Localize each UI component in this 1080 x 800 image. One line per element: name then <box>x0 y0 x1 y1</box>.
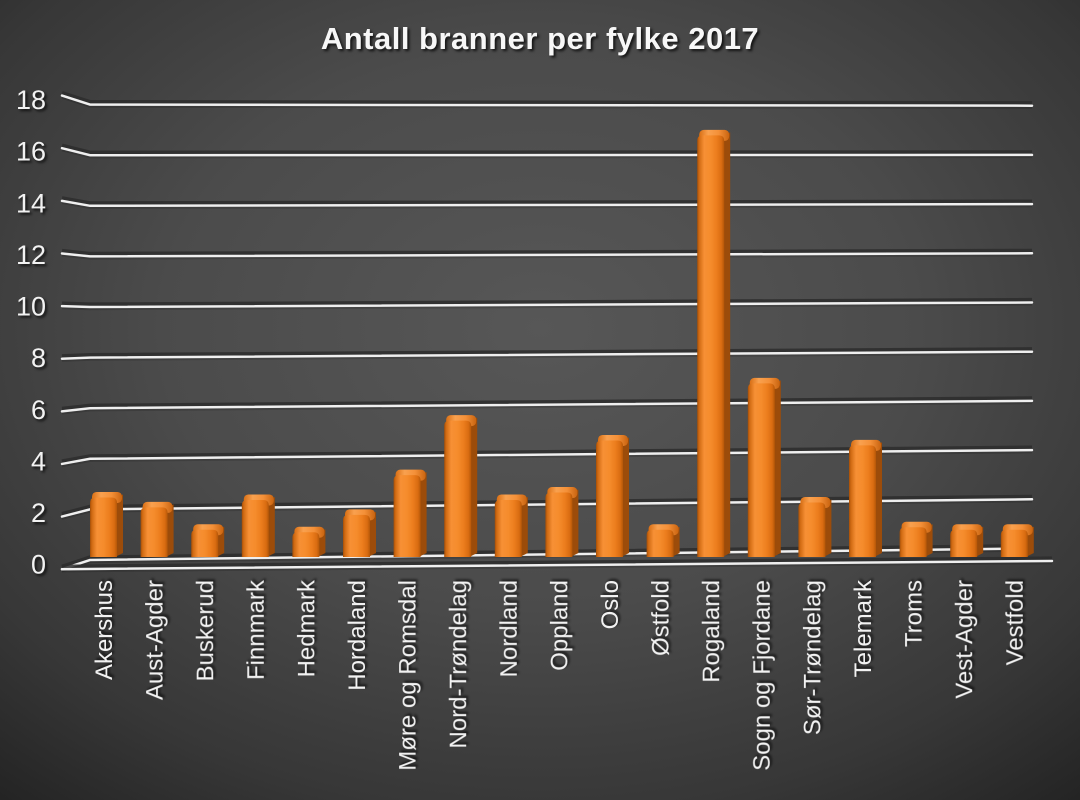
y-axis-tick-label: 6 <box>31 395 46 425</box>
x-axis-category-label-akershus: Akershus <box>91 580 118 680</box>
x-axis-category-label-hedmark: Hedmark <box>293 579 320 677</box>
x-axis-category-label-s-r-tr-ndelag: Sør-Trøndelag <box>799 580 826 735</box>
x-axis-category-label-vest-agder: Vest-Agder <box>951 580 978 699</box>
y-axis-tick-label: 14 <box>16 188 46 218</box>
bar-oppland <box>545 487 579 557</box>
y-axis-tick-label: 4 <box>31 446 46 476</box>
bar-nord-tr-ndelag <box>444 415 478 557</box>
x-axis-category-label-vestfold: Vestfold <box>1002 580 1029 665</box>
y-axis-tick-label: 18 <box>16 85 46 115</box>
x-axis-category-label-aust-agder: Aust-Agder <box>142 580 169 700</box>
x-axis-category-label-telemark: Telemark <box>850 579 877 677</box>
y-axis-tick-label: 0 <box>31 550 46 580</box>
y-axis-tick-label: 2 <box>31 498 46 528</box>
bar-front-face <box>241 499 269 557</box>
bar-telemark <box>849 439 882 557</box>
x-axis-category-label-hordaland: Hordaland <box>344 580 371 691</box>
bar-front-face <box>646 529 674 557</box>
y-axis-tick-label: 12 <box>16 240 46 270</box>
gridline-18 <box>60 91 1034 109</box>
bar-vest-agder <box>950 524 984 557</box>
bar-troms <box>899 521 933 557</box>
bar-front-face <box>849 445 876 557</box>
bar-front-face <box>292 532 320 557</box>
bar-front-face <box>798 502 826 557</box>
bar-front-face <box>140 507 168 557</box>
bar-front-face <box>494 499 522 557</box>
bar-front-face <box>596 440 623 557</box>
x-axis-category-label-buskerud: Buskerud <box>192 580 219 681</box>
bar-front-face <box>393 475 421 557</box>
bar-sogn-og-fjordane <box>747 377 781 557</box>
bar-akershus <box>90 491 123 557</box>
x-axis-category-label-finnmark: Finnmark <box>243 579 270 680</box>
bar-hedmark <box>292 526 326 557</box>
x-axis-category-label-nordland: Nordland <box>496 580 523 677</box>
bar-front-face <box>697 135 725 557</box>
bar-nordland <box>494 494 528 557</box>
bar-finnmark <box>241 494 275 557</box>
y-axis-tick-label: 8 <box>31 343 46 373</box>
x-axis-category-label-stfold: Østfold <box>648 580 675 656</box>
x-axis-category-label-oslo: Oslo <box>597 580 624 629</box>
bar-vestfold <box>1000 524 1034 557</box>
x-axis-category-label-nord-tr-ndelag: Nord-Trøndelag <box>445 580 472 749</box>
x-axis-category-label-troms: Troms <box>901 580 928 647</box>
bar-s-r-tr-ndelag <box>798 496 832 557</box>
bar-front-face <box>90 497 117 557</box>
bar-front-face <box>899 527 927 557</box>
bar-rogaland <box>697 129 731 557</box>
bar-front-face <box>191 529 219 557</box>
bar-front-face <box>545 492 573 557</box>
bar-aust-agder <box>140 501 174 557</box>
bar-buskerud <box>191 524 225 557</box>
y-axis-tick-label: 10 <box>16 292 46 322</box>
plot-area: 0 2 4 6 8 10 12 14 16 18 Akershus Aust-Agder Buskeru… <box>16 85 1054 771</box>
bar-front-face <box>1000 529 1028 557</box>
bar-front-face <box>343 514 370 557</box>
bar-front-face <box>444 420 472 557</box>
floor-front-edge <box>60 556 1054 573</box>
x-axis-category-label-sogn-og-fjordane: Sogn og Fjordane <box>749 580 776 771</box>
bar-front-face <box>747 383 775 557</box>
x-axis-category-label-rogaland: Rogaland <box>698 580 725 683</box>
chart-title: Antall branner per fylke 2017 <box>321 21 759 56</box>
bar-oslo <box>596 434 629 557</box>
y-axis-tick-label: 16 <box>16 137 46 167</box>
x-axis-category-label-oppland: Oppland <box>546 580 573 671</box>
bar-stfold <box>646 524 680 557</box>
bar-front-face <box>950 529 978 557</box>
x-axis-category-label-m-re-og-romsdal: Møre og Romsdal <box>395 580 422 771</box>
bar-hordaland <box>343 509 376 557</box>
bar-m-re-og-romsdal <box>393 469 427 557</box>
